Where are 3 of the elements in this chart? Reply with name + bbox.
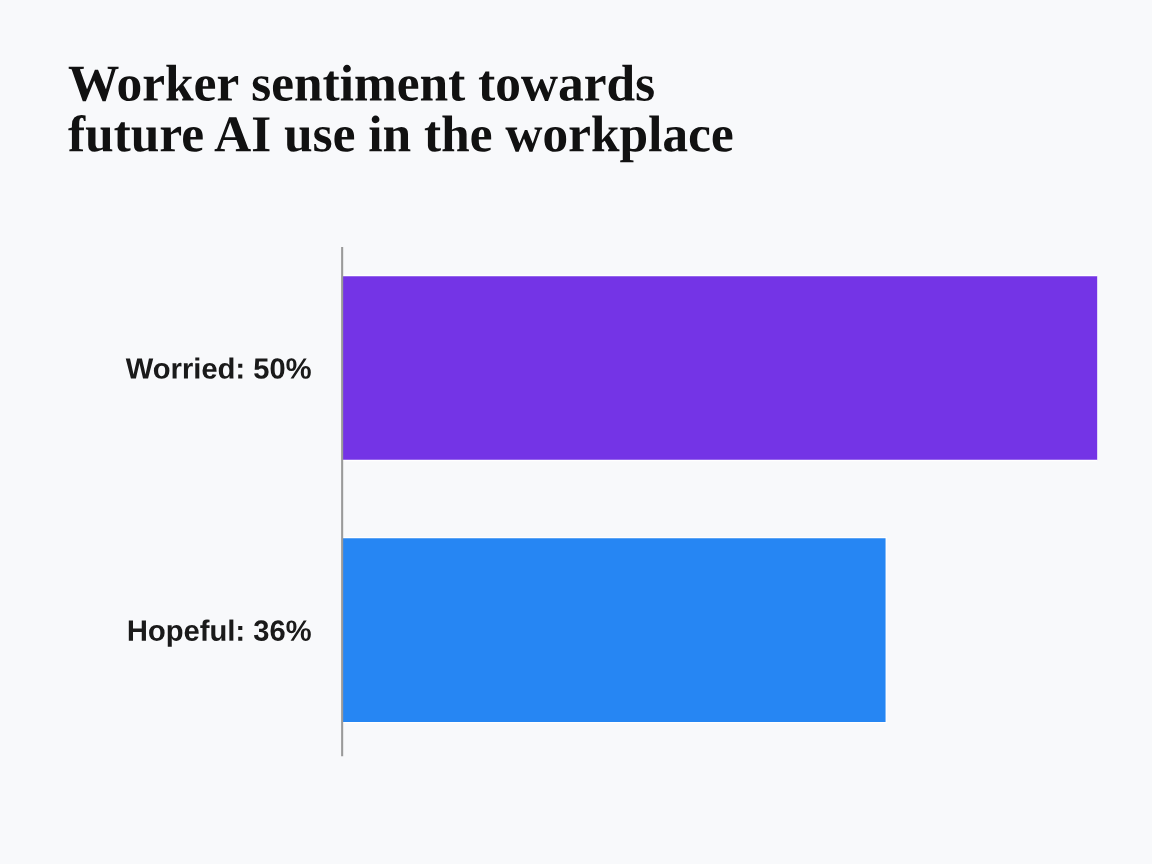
y-tick-label: Hopeful: 36%	[128, 619, 311, 647]
y-tick-label: Worried: 50%	[125, 357, 311, 379]
chart-title: Worker sentiment towards future AI use in the workplace	[68, 64, 733, 163]
